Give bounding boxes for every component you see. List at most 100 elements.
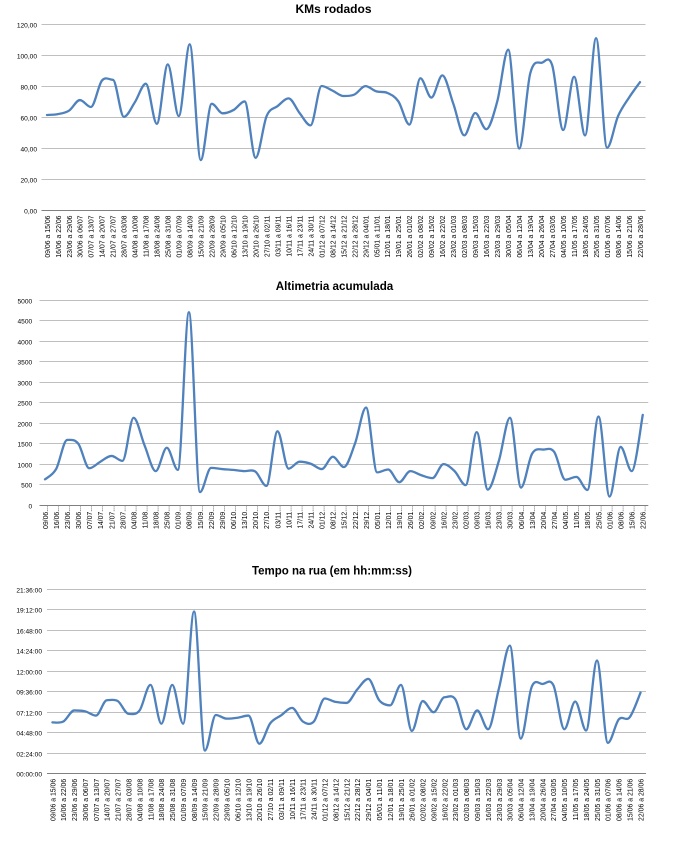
svg-text:16/02 a 22/02: 16/02 a 22/02 <box>440 215 447 257</box>
svg-text:11/05 a 17/05: 11/05 a 17/05 <box>573 779 580 821</box>
svg-text:22/12 a 28/12: 22/12 a 28/12 <box>352 215 359 257</box>
svg-text:24/11...: 24/11... <box>308 506 315 529</box>
svg-text:100,00: 100,00 <box>17 54 38 61</box>
svg-text:3000: 3000 <box>18 381 33 388</box>
svg-text:12/01...: 12/01... <box>386 506 393 529</box>
svg-text:29/12...: 29/12... <box>364 506 371 529</box>
svg-text:30/03 a 05/04: 30/03 a 05/04 <box>506 215 513 257</box>
svg-text:29/09...: 29/09... <box>220 506 227 529</box>
svg-text:05/01 a 11/01: 05/01 a 11/01 <box>374 215 381 257</box>
svg-text:08/12 a 14/12: 08/12 a 14/12 <box>330 215 337 257</box>
svg-text:27/10 a 02/11: 27/10 a 02/11 <box>268 779 275 821</box>
svg-text:08/06...: 08/06... <box>618 506 625 529</box>
svg-text:13/10...: 13/10... <box>242 506 249 529</box>
svg-text:09/03...: 09/03... <box>475 506 482 529</box>
svg-text:25/05...: 25/05... <box>596 506 603 529</box>
svg-text:10/11 a 16/11: 10/11 a 16/11 <box>290 779 297 820</box>
svg-text:0: 0 <box>29 504 33 511</box>
svg-text:KMs rodados: KMs rodados <box>295 2 371 16</box>
svg-text:01/06...: 01/06... <box>607 506 614 529</box>
svg-text:40,00: 40,00 <box>20 147 37 154</box>
svg-text:23/02 a 01/03: 23/02 a 01/03 <box>451 215 458 257</box>
svg-text:03/11 a 09/11: 03/11 a 09/11 <box>275 215 282 256</box>
svg-text:21:36:00: 21:36:00 <box>16 588 42 595</box>
svg-text:3500: 3500 <box>18 360 33 367</box>
svg-text:23/03...: 23/03... <box>497 506 504 529</box>
svg-text:09/02 a 15/02: 09/02 a 15/02 <box>429 215 436 257</box>
svg-text:19/01 a 25/01: 19/01 a 25/01 <box>396 215 403 257</box>
svg-text:16/06 a 22/06: 16/06 a 22/06 <box>56 215 63 257</box>
svg-text:23/02...: 23/02... <box>452 506 459 529</box>
svg-text:21/07 a 27/07: 21/07 a 27/07 <box>111 215 118 257</box>
svg-text:17/11...: 17/11... <box>297 506 304 529</box>
svg-text:12/01 a 18/01: 12/01 a 18/01 <box>388 779 395 821</box>
svg-text:13/04 a 19/04: 13/04 a 19/04 <box>528 215 535 257</box>
svg-text:15/09 a 21/09: 15/09 a 21/09 <box>199 215 206 257</box>
svg-text:19/01 a 25/01: 19/01 a 25/01 <box>399 779 406 821</box>
svg-text:15/12...: 15/12... <box>342 506 349 529</box>
svg-text:14/07 a 20/07: 14/07 a 20/07 <box>100 215 107 257</box>
svg-text:27/10...: 27/10... <box>264 506 271 529</box>
svg-text:09/06 a 15/06: 09/06 a 15/06 <box>45 215 52 257</box>
svg-text:30/06 a 06/07: 30/06 a 06/07 <box>83 779 90 821</box>
svg-text:23/06 a 29/06: 23/06 a 29/06 <box>72 779 79 821</box>
svg-text:Altimetria acumulada: Altimetria acumulada <box>276 279 394 293</box>
svg-text:16/03 a 22/03: 16/03 a 22/03 <box>486 779 493 821</box>
svg-text:30/06...: 30/06... <box>76 506 83 529</box>
svg-text:20/04...: 20/04... <box>541 506 548 529</box>
svg-text:0,00: 0,00 <box>24 209 37 216</box>
svg-text:27/04 a 03/05: 27/04 a 03/05 <box>550 215 557 257</box>
svg-text:06/10 a 12/10: 06/10 a 12/10 <box>235 779 242 821</box>
svg-text:11/08 a 17/08: 11/08 a 17/08 <box>148 779 155 821</box>
svg-text:01/09 a 07/09: 01/09 a 07/09 <box>181 779 188 821</box>
svg-text:09/02...: 09/02... <box>430 506 437 529</box>
svg-text:07/07 a 13/07: 07/07 a 13/07 <box>89 215 96 257</box>
svg-text:2000: 2000 <box>18 422 33 429</box>
svg-text:06/04 a 12/04: 06/04 a 12/04 <box>519 779 526 821</box>
svg-text:26/01 a 01/02: 26/01 a 01/02 <box>407 215 414 257</box>
svg-text:01/09...: 01/09... <box>176 506 183 529</box>
svg-text:25/08...: 25/08... <box>165 506 172 529</box>
svg-text:20/10...: 20/10... <box>253 506 260 529</box>
svg-text:13/10 a 19/10: 13/10 a 19/10 <box>246 779 253 821</box>
svg-text:16/03...: 16/03... <box>486 506 493 529</box>
svg-text:60,00: 60,00 <box>20 116 37 123</box>
svg-text:08/12 a 14/12: 08/12 a 14/12 <box>333 779 340 821</box>
svg-text:5000: 5000 <box>18 299 33 306</box>
svg-text:02:24:00: 02:24:00 <box>16 752 42 759</box>
svg-text:16/02...: 16/02... <box>441 506 448 529</box>
svg-text:16/03 a 22/03: 16/03 a 22/03 <box>484 215 491 257</box>
svg-text:14/07...: 14/07... <box>98 506 105 529</box>
svg-text:21/07...: 21/07... <box>109 506 116 529</box>
svg-text:15/12 a 21/12: 15/12 a 21/12 <box>341 215 348 257</box>
svg-text:22/06 a 28/06: 22/06 a 28/06 <box>638 215 645 257</box>
svg-text:02/02...: 02/02... <box>419 506 426 529</box>
svg-text:10/11 a 16/11: 10/11 a 16/11 <box>286 215 293 256</box>
svg-text:20/04 a 26/04: 20/04 a 26/04 <box>540 779 547 821</box>
svg-text:15/09 a 21/09: 15/09 a 21/09 <box>203 779 210 821</box>
svg-text:14/07 a 20/07: 14/07 a 20/07 <box>105 779 112 821</box>
svg-text:04/08 a 10/08: 04/08 a 10/08 <box>137 779 144 821</box>
svg-text:24/11 a 30/11: 24/11 a 30/11 <box>312 779 319 820</box>
svg-text:27/10 a 02/11: 27/10 a 02/11 <box>264 215 271 257</box>
svg-text:24/11 a 30/11: 24/11 a 30/11 <box>308 215 315 256</box>
svg-text:21/07 a 27/07: 21/07 a 27/07 <box>116 779 123 821</box>
svg-text:19:12:00: 19:12:00 <box>16 608 42 615</box>
svg-text:02/02 a 08/02: 02/02 a 08/02 <box>418 215 425 257</box>
svg-text:08/06 a 14/06: 08/06 a 14/06 <box>616 215 623 257</box>
svg-text:30/03...: 30/03... <box>508 506 515 529</box>
svg-text:11/05 a 17/05: 11/05 a 17/05 <box>572 215 579 257</box>
svg-text:01/06 a 07/06: 01/06 a 07/06 <box>605 215 612 257</box>
svg-text:02/03 a 08/03: 02/03 a 08/03 <box>462 215 469 257</box>
svg-text:16/02 a 22/02: 16/02 a 22/02 <box>442 779 449 821</box>
svg-text:29/12 a 04/01: 29/12 a 04/01 <box>366 779 373 821</box>
svg-text:08/09 a 14/09: 08/09 a 14/09 <box>188 215 195 257</box>
svg-text:27/04...: 27/04... <box>552 506 559 529</box>
svg-text:25/05 a 31/05: 25/05 a 31/05 <box>594 215 601 257</box>
svg-text:14:24:00: 14:24:00 <box>16 649 42 656</box>
svg-text:18/08 a 24/08: 18/08 a 24/08 <box>159 779 166 821</box>
svg-text:15/09...: 15/09... <box>198 506 205 529</box>
svg-text:Tempo na rua (em hh:mm:ss): Tempo na rua (em hh:mm:ss) <box>252 564 412 578</box>
svg-text:08/06 a 14/06: 08/06 a 14/06 <box>617 779 624 821</box>
svg-text:29/12 a 04/01: 29/12 a 04/01 <box>363 215 370 257</box>
